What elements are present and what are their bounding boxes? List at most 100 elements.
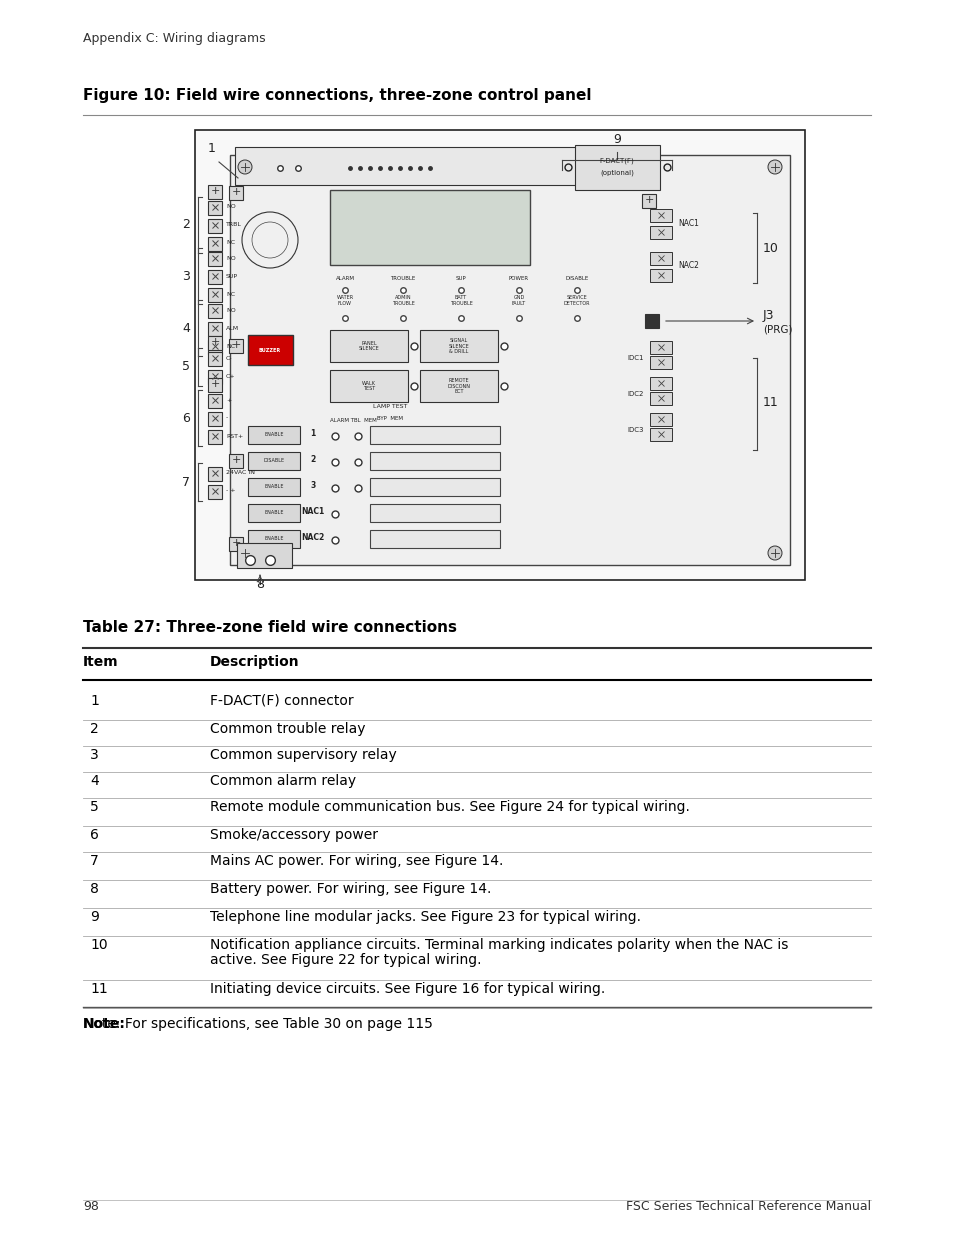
- Text: ALARM: ALARM: [335, 275, 355, 282]
- Bar: [208, 201, 222, 215]
- Text: 3: 3: [310, 480, 315, 490]
- Text: Notification appliance circuits. Terminal marking indicates polarity when the NA: Notification appliance circuits. Termina…: [210, 939, 787, 952]
- Text: 11: 11: [90, 982, 108, 995]
- Text: 7: 7: [90, 853, 99, 868]
- Text: - +: - +: [226, 489, 235, 494]
- Bar: [208, 370, 222, 384]
- Text: +: +: [231, 340, 240, 350]
- Text: LAMP TEST: LAMP TEST: [373, 404, 407, 409]
- Text: NC: NC: [226, 343, 234, 348]
- Bar: [248, 478, 299, 496]
- Text: 8: 8: [90, 882, 99, 897]
- Bar: [370, 504, 499, 522]
- Text: 4: 4: [90, 774, 99, 788]
- Text: NO: NO: [226, 308, 235, 312]
- Text: SUP: SUP: [456, 275, 466, 282]
- Circle shape: [767, 546, 781, 559]
- Text: 3: 3: [90, 748, 99, 762]
- Bar: [229, 454, 243, 468]
- Text: 5: 5: [182, 361, 190, 373]
- Text: Appendix C: Wiring diagrams: Appendix C: Wiring diagrams: [83, 32, 265, 44]
- Bar: [208, 322, 222, 336]
- Text: 9: 9: [613, 133, 620, 146]
- Bar: [248, 452, 299, 471]
- Text: +: +: [231, 538, 240, 548]
- Text: +: +: [210, 186, 219, 196]
- Bar: [208, 288, 222, 303]
- Text: F-DACT(F): F-DACT(F): [599, 158, 634, 164]
- Bar: [330, 190, 530, 266]
- Bar: [330, 330, 408, 362]
- Text: NC: NC: [226, 291, 234, 296]
- Text: REMOTE
DISCONN
ECT: REMOTE DISCONN ECT: [447, 378, 470, 394]
- Text: -: -: [226, 415, 228, 420]
- Text: NO: NO: [226, 256, 235, 261]
- Text: 2: 2: [310, 454, 315, 464]
- Bar: [649, 377, 671, 390]
- Text: TRBL: TRBL: [226, 222, 242, 227]
- Text: PANEL
SILENCE: PANEL SILENCE: [358, 341, 379, 352]
- Text: 2: 2: [90, 722, 99, 736]
- Text: F-DACT(F) connector: F-DACT(F) connector: [210, 694, 354, 708]
- Bar: [649, 391, 671, 405]
- Bar: [649, 209, 671, 222]
- Text: GND
FAULT: GND FAULT: [512, 295, 525, 306]
- Bar: [208, 304, 222, 317]
- Text: NAC1: NAC1: [678, 219, 699, 227]
- Text: ENABLE: ENABLE: [264, 432, 283, 437]
- Bar: [641, 194, 656, 207]
- Bar: [229, 338, 243, 353]
- Text: ADMIN
TROUBLE: ADMIN TROUBLE: [391, 295, 414, 306]
- Text: NAC2: NAC2: [301, 534, 324, 542]
- Bar: [208, 252, 222, 266]
- Text: ENABLE: ENABLE: [264, 484, 283, 489]
- Text: 10: 10: [90, 939, 108, 952]
- Text: IDC1: IDC1: [627, 354, 643, 361]
- Text: +: +: [210, 337, 219, 347]
- Text: 8: 8: [255, 578, 264, 592]
- Bar: [208, 237, 222, 251]
- Bar: [248, 426, 299, 445]
- Text: WATER
FLOW: WATER FLOW: [336, 295, 354, 306]
- Bar: [649, 269, 671, 282]
- Text: J3: J3: [762, 310, 774, 322]
- Text: 6: 6: [182, 411, 190, 425]
- Text: IDC3: IDC3: [627, 427, 643, 433]
- Text: C-: C-: [226, 356, 233, 361]
- Bar: [419, 370, 497, 403]
- Text: BYP  MEM: BYP MEM: [376, 416, 402, 421]
- Text: ALM: ALM: [226, 326, 239, 331]
- Text: +: +: [231, 454, 240, 466]
- Bar: [208, 378, 222, 391]
- Text: TROUBLE: TROUBLE: [390, 275, 416, 282]
- Text: Description: Description: [210, 655, 299, 669]
- Bar: [649, 429, 671, 441]
- Bar: [370, 452, 499, 471]
- Text: NO: NO: [226, 205, 235, 210]
- Bar: [234, 147, 624, 185]
- Text: Smoke/accessory power: Smoke/accessory power: [210, 827, 377, 842]
- Bar: [649, 356, 671, 369]
- Text: 24VAC IN: 24VAC IN: [226, 471, 254, 475]
- Text: DISABLE: DISABLE: [565, 275, 588, 282]
- Text: Common trouble relay: Common trouble relay: [210, 722, 365, 736]
- Bar: [330, 370, 408, 403]
- Text: 1: 1: [208, 142, 215, 156]
- Text: +: +: [643, 195, 653, 205]
- Text: NAC2: NAC2: [678, 261, 699, 269]
- Text: SIGNAL
SILENCE
& DRILL: SIGNAL SILENCE & DRILL: [448, 337, 469, 354]
- Text: NC: NC: [226, 241, 234, 246]
- Bar: [208, 430, 222, 445]
- Bar: [208, 394, 222, 408]
- Text: 3: 3: [182, 269, 190, 283]
- Text: Item: Item: [83, 655, 118, 669]
- Bar: [370, 530, 499, 548]
- Bar: [208, 485, 222, 499]
- Text: BUZZER: BUZZER: [258, 348, 281, 353]
- Text: Remote module communication bus. See Figure 24 for typical wiring.: Remote module communication bus. See Fig…: [210, 800, 689, 814]
- Text: C+: C+: [226, 373, 235, 378]
- Bar: [230, 156, 789, 564]
- Text: Table 27: Three-zone field wire connections: Table 27: Three-zone field wire connecti…: [83, 620, 456, 635]
- Circle shape: [767, 161, 781, 174]
- Text: 4: 4: [182, 321, 190, 335]
